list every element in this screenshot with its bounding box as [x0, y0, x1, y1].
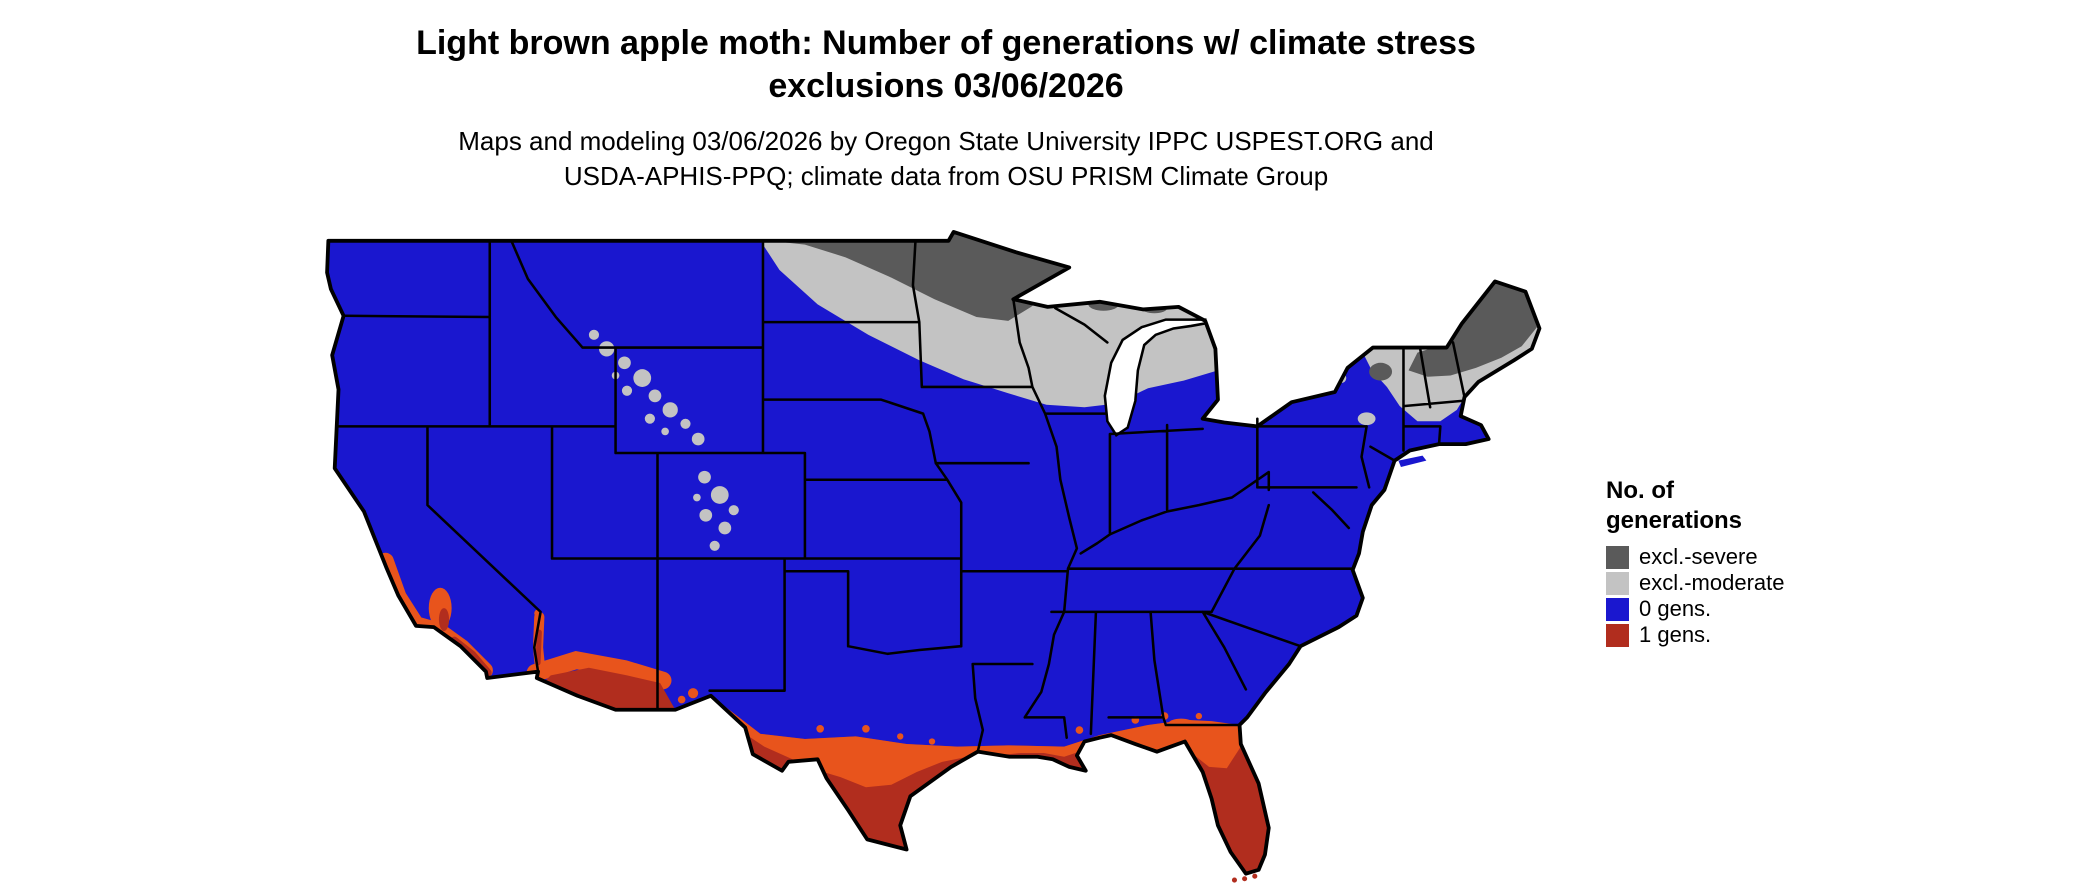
moderate-exclusion-specks-rockies — [588, 329, 739, 551]
region-moderate-exclusion-band — [760, 231, 1218, 408]
title-line-2: exclusions 03/06/2026 — [768, 67, 1124, 105]
legend-swatch-excl-severe — [1606, 545, 1629, 569]
region-severe-adirondacks — [1369, 362, 1393, 381]
legend-label-0-gens: 0 gens. — [1639, 596, 1712, 621]
legend-title-line-2: generations — [1606, 507, 1743, 534]
figure-title: Light brown apple moth: Number of genera… — [0, 22, 1892, 108]
legend-title-line-1: No. of — [1606, 477, 1674, 504]
title-line-1: Light brown apple moth: Number of genera… — [416, 24, 1476, 62]
region-moderate-catskills — [1357, 412, 1376, 426]
legend-item-1-gens: 1 gens. — [1606, 622, 1785, 648]
us-map-svg — [325, 229, 1542, 883]
state-borders — [335, 239, 1466, 753]
subtitle-line-1: Maps and modeling 03/06/2026 by Oregon S… — [458, 126, 1434, 156]
legend-label-excl-moderate: excl.-moderate — [1639, 570, 1785, 595]
legend-item-0-gens: 0 gens. — [1606, 596, 1785, 622]
us-outline — [325, 229, 1542, 876]
legend-label-excl-severe: excl.-severe — [1639, 544, 1758, 569]
legend-swatch-1-gens — [1606, 623, 1629, 647]
us-map — [322, 228, 1542, 889]
region-severe-exclusion-northeast — [1408, 281, 1537, 377]
legend-label-1-gens: 1 gens. — [1639, 622, 1712, 647]
legend-swatch-excl-moderate — [1606, 571, 1629, 595]
legend-entries: excl.-severe excl.-moderate 0 gens. 1 ge… — [1606, 544, 1785, 648]
region-transition-band-south — [710, 695, 1241, 788]
legend-swatch-0-gens — [1606, 597, 1629, 621]
map-legend: No. of generations excl.-severe excl.-mo… — [1606, 476, 1785, 648]
long-island — [1398, 455, 1427, 467]
subtitle-line-2: USDA-APHIS-PPQ; climate data from OSU PR… — [563, 161, 1329, 191]
legend-item-excl-severe: excl.-severe — [1606, 544, 1785, 570]
figure-subtitle: Maps and modeling 03/06/2026 by Oregon S… — [0, 124, 1892, 194]
florida-keys — [1231, 873, 1258, 883]
legend-item-excl-moderate: excl.-moderate — [1606, 570, 1785, 596]
lake-michigan — [1103, 318, 1207, 438]
region-severe-exclusion-band — [769, 231, 1070, 321]
